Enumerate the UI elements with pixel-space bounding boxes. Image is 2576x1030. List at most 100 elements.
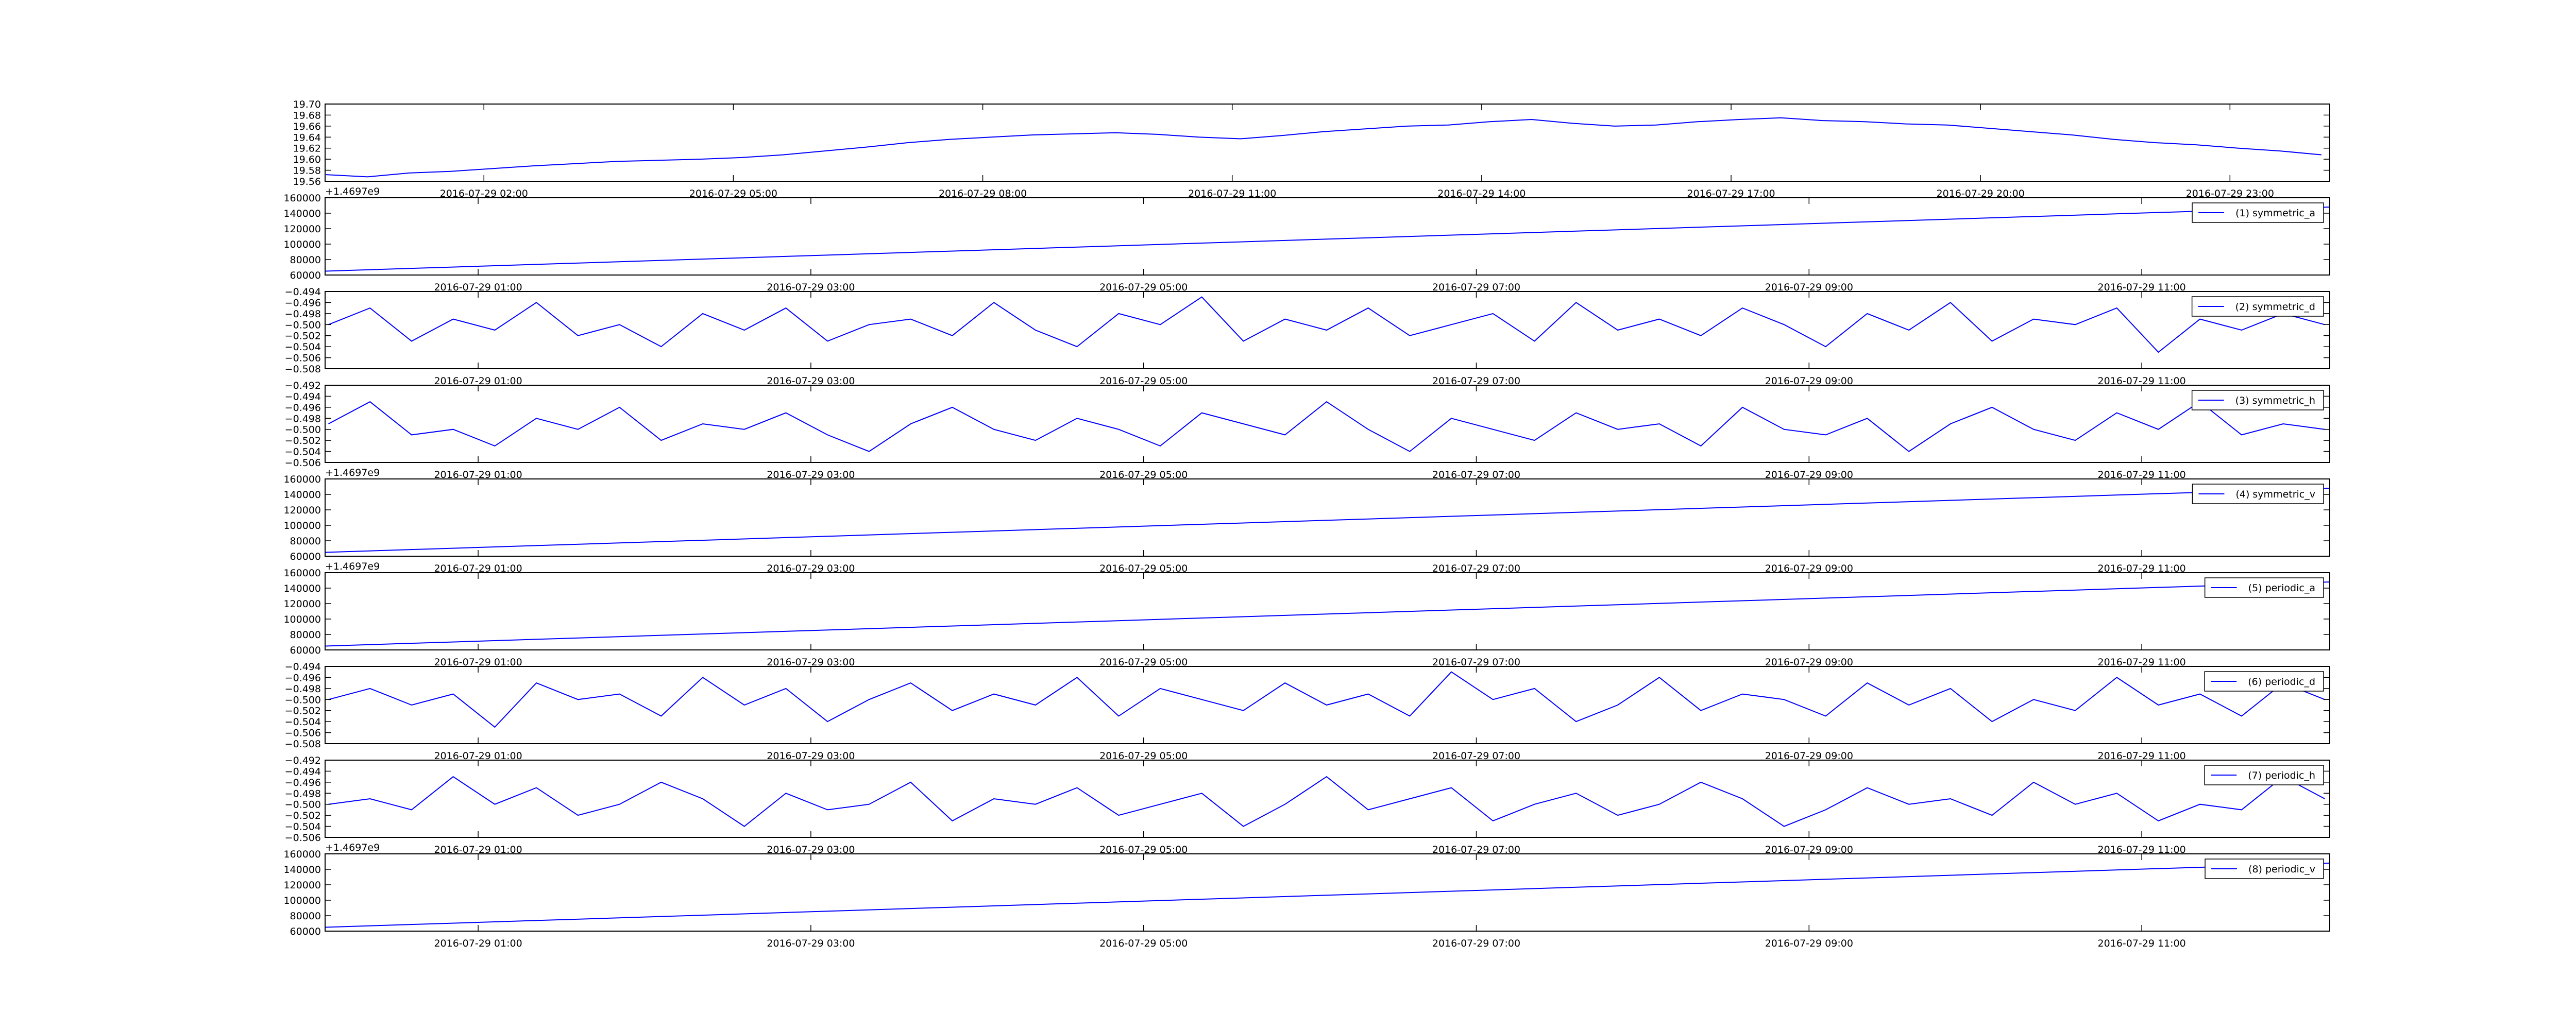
y-tick-label: −0.496 bbox=[285, 777, 321, 788]
x-tick-label: 2016-07-29 03:00 bbox=[767, 750, 855, 762]
y-tick-label: 80000 bbox=[290, 254, 321, 266]
y-tick-label: 120000 bbox=[283, 505, 321, 516]
y-tick-label: 100000 bbox=[283, 239, 321, 250]
y-tick-label: 60000 bbox=[290, 551, 321, 562]
y-tick-label: −0.500 bbox=[285, 694, 321, 706]
y-tick-label: 120000 bbox=[283, 598, 321, 610]
axes-frame bbox=[325, 104, 2330, 182]
subplot: −0.508−0.506−0.504−0.502−0.500−0.498−0.4… bbox=[285, 286, 2330, 387]
y-tick-label: 80000 bbox=[290, 911, 321, 922]
y-tick-label: −0.502 bbox=[285, 331, 321, 342]
y-tick-label: −0.498 bbox=[285, 683, 321, 695]
y-tick-label: −0.496 bbox=[285, 402, 321, 414]
y-tick-label: 140000 bbox=[283, 489, 321, 501]
x-tick-label: 2016-07-29 09:00 bbox=[1765, 282, 1853, 293]
x-tick-label: 2016-07-29 11:00 bbox=[2098, 282, 2186, 293]
y-tick-label: −0.504 bbox=[285, 716, 321, 728]
legend-label: (8) periodic_v bbox=[2248, 864, 2315, 875]
subplot: −0.508−0.506−0.504−0.502−0.500−0.498−0.4… bbox=[285, 661, 2330, 762]
y-tick-label: −0.492 bbox=[285, 755, 321, 766]
y-tick-label: −0.508 bbox=[285, 739, 321, 750]
offset-text: +1.4697e9 bbox=[325, 186, 380, 197]
x-tick-label: 2016-07-29 01:00 bbox=[434, 469, 522, 480]
x-tick-label: 2016-07-29 09:00 bbox=[1765, 563, 1853, 574]
data-line bbox=[328, 296, 2325, 353]
offset-text: +1.4697e9 bbox=[325, 561, 380, 572]
legend: (4) symmetric_v bbox=[2192, 484, 2324, 504]
subplot: −0.506−0.504−0.502−0.500−0.498−0.496−0.4… bbox=[285, 755, 2330, 855]
subplot: 19.5619.5819.6019.6219.6419.6619.6819.70… bbox=[293, 99, 2330, 199]
y-tick-label: 60000 bbox=[290, 270, 321, 281]
legend-label: (5) periodic_a bbox=[2248, 582, 2315, 594]
x-tick-label: 2016-07-29 07:00 bbox=[1432, 563, 1520, 574]
data-line bbox=[325, 863, 2330, 928]
x-tick-label: 2016-07-29 03:00 bbox=[767, 657, 855, 668]
x-tick-label: 2016-07-29 05:00 bbox=[1099, 282, 1188, 293]
x-tick-label: 2016-07-29 02:00 bbox=[440, 188, 528, 199]
axes-frame bbox=[325, 291, 2330, 369]
y-tick-label: −0.492 bbox=[285, 380, 321, 391]
y-tick-label: 19.62 bbox=[293, 143, 321, 154]
x-tick-label: 2016-07-29 11:00 bbox=[2098, 657, 2186, 668]
x-tick-label: 2016-07-29 09:00 bbox=[1765, 375, 1853, 387]
y-tick-label: −0.494 bbox=[285, 286, 321, 298]
legend-label: (2) symmetric_d bbox=[2235, 301, 2315, 313]
y-tick-label: −0.502 bbox=[285, 810, 321, 821]
y-tick-label: 19.66 bbox=[293, 121, 321, 132]
y-tick-label: 80000 bbox=[290, 536, 321, 547]
legend: (5) periodic_a bbox=[2204, 577, 2324, 598]
x-tick-label: 2016-07-29 09:00 bbox=[1765, 469, 1853, 480]
offset-text: +1.4697e9 bbox=[325, 467, 380, 478]
x-tick-label: 2016-07-29 05:00 bbox=[1099, 844, 1188, 855]
y-tick-label: −0.506 bbox=[285, 728, 321, 739]
x-tick-label: 2016-07-29 09:00 bbox=[1765, 657, 1853, 668]
axes-frame bbox=[325, 572, 2330, 650]
legend: (6) periodic_d bbox=[2204, 671, 2324, 692]
x-tick-label: 2016-07-29 01:00 bbox=[434, 844, 522, 855]
x-tick-label: 2016-07-29 07:00 bbox=[1432, 657, 1520, 668]
legend-label: (7) periodic_h bbox=[2248, 770, 2315, 781]
y-tick-label: 160000 bbox=[283, 568, 321, 579]
x-tick-label: 2016-07-29 05:00 bbox=[1099, 563, 1188, 574]
x-tick-label: 2016-07-29 09:00 bbox=[1765, 938, 1853, 949]
legend-box bbox=[2205, 859, 2324, 879]
y-tick-label: −0.506 bbox=[285, 832, 321, 844]
data-line bbox=[328, 671, 2325, 728]
data-line bbox=[325, 207, 2330, 272]
subplot: 60000 80000 100000 120000 140000 160000 2016-0… bbox=[283, 561, 2330, 668]
y-tick-label: −0.498 bbox=[285, 413, 321, 424]
y-tick-label: 140000 bbox=[283, 583, 321, 594]
y-tick-label: −0.496 bbox=[285, 672, 321, 683]
y-tick-label: 19.58 bbox=[293, 165, 321, 177]
x-tick-label: 2016-07-29 17:00 bbox=[1687, 188, 1775, 199]
y-tick-label: −0.504 bbox=[285, 447, 321, 458]
x-tick-label: 2016-07-29 14:00 bbox=[1437, 188, 1526, 199]
axes-frame bbox=[325, 197, 2330, 276]
x-tick-label: 2016-07-29 07:00 bbox=[1432, 375, 1520, 387]
x-tick-label: 2016-07-29 07:00 bbox=[1432, 469, 1520, 480]
y-tick-label: 160000 bbox=[283, 474, 321, 485]
y-tick-label: 100000 bbox=[283, 614, 321, 625]
y-tick-label: −0.498 bbox=[285, 308, 321, 320]
x-tick-label: 2016-07-29 03:00 bbox=[767, 938, 855, 949]
y-tick-label: 100000 bbox=[283, 520, 321, 531]
legend: (2) symmetric_d bbox=[2191, 296, 2324, 317]
x-tick-label: 2016-07-29 05:00 bbox=[1099, 938, 1188, 949]
x-tick-label: 2016-07-29 01:00 bbox=[434, 563, 522, 574]
legend: (1) symmetric_a bbox=[2192, 202, 2324, 223]
x-tick-label: 2016-07-29 09:00 bbox=[1765, 844, 1853, 855]
data-line bbox=[325, 488, 2330, 553]
y-tick-label: 140000 bbox=[283, 864, 321, 876]
y-tick-label: 60000 bbox=[290, 926, 321, 937]
x-tick-label: 2016-07-29 07:00 bbox=[1432, 750, 1520, 762]
legend: (8) periodic_v bbox=[2205, 859, 2324, 879]
x-tick-label: 2016-07-29 05:00 bbox=[689, 188, 777, 199]
y-tick-label: −0.500 bbox=[285, 799, 321, 811]
y-tick-label: 140000 bbox=[283, 208, 321, 219]
x-tick-label: 2016-07-29 11:00 bbox=[2098, 750, 2186, 762]
y-tick-label: 60000 bbox=[290, 645, 321, 656]
x-tick-label: 2016-07-29 03:00 bbox=[767, 844, 855, 855]
data-line bbox=[326, 117, 2321, 178]
y-tick-label: −0.494 bbox=[285, 391, 321, 402]
legend-label: (3) symmetric_h bbox=[2235, 395, 2315, 406]
